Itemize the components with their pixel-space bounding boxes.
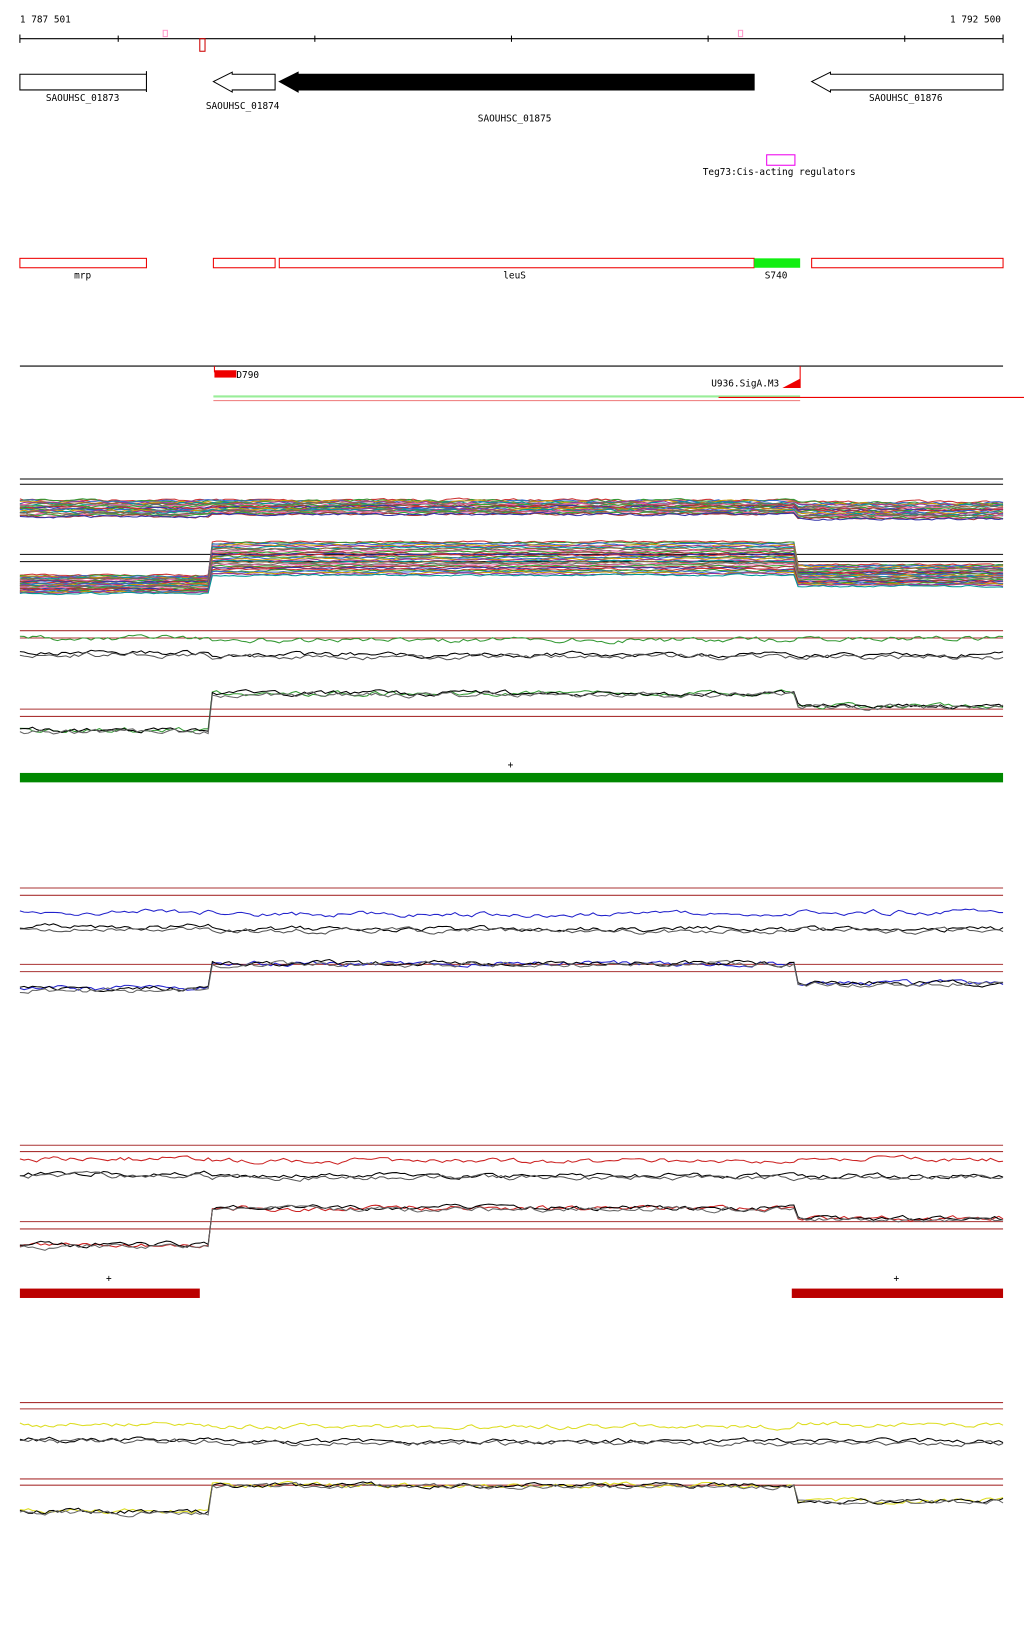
signal-tracks	[19, 497, 1004, 1518]
signal-curve	[19, 958, 1004, 993]
signal-curve	[19, 634, 1004, 645]
transcript-label: leuS	[503, 271, 526, 282]
signal-curve	[19, 649, 1004, 659]
strand-mark: +	[894, 1274, 900, 1285]
signal-curve	[19, 545, 1004, 580]
signal-curve	[19, 507, 1004, 517]
feature-label: D790	[236, 370, 259, 381]
strand-bar	[19, 772, 1004, 783]
axis-start: 1 787 501	[20, 14, 71, 25]
signal-curve	[19, 1170, 1004, 1180]
strand-mark: +	[106, 1274, 112, 1285]
signal-curve	[19, 959, 1004, 994]
gene-label: SAOUHSC_01875	[478, 114, 552, 125]
regulator-label: Teg73:Cis-acting regulators	[703, 167, 856, 178]
gene-label: SAOUHSC_01873	[46, 93, 120, 104]
signal-curve	[19, 509, 1004, 518]
signal-curve	[19, 497, 1004, 505]
signal-curve	[19, 908, 1004, 918]
gene-label: SAOUHSC_01876	[869, 93, 943, 104]
transcript-boxes	[19, 257, 1004, 269]
signal-curve	[19, 1481, 1004, 1518]
gene-arrows	[19, 71, 1004, 93]
signal-curve	[19, 923, 1004, 933]
transcript-label: mrp	[74, 271, 91, 282]
signal-curve	[19, 651, 1004, 661]
signal-curve	[19, 1438, 1004, 1448]
signal-curve	[19, 573, 1004, 596]
signal-curve	[19, 563, 1004, 590]
signal-curve	[19, 691, 1004, 735]
feature-box	[214, 370, 237, 378]
axis-end: 1 792 500	[950, 14, 1001, 25]
gene-label: SAOUHSC_01874	[206, 101, 280, 112]
signal-curve	[19, 1204, 1004, 1251]
marker	[737, 29, 744, 38]
signal-curve	[19, 1154, 1004, 1165]
strand-bar	[791, 1288, 1004, 1298]
strand-bar	[19, 1288, 200, 1298]
feature-label: U936.SigA.M3	[711, 378, 779, 389]
marker	[199, 38, 206, 52]
axis-ruler	[19, 34, 1004, 43]
signal-curve	[19, 572, 1004, 594]
signal-curve	[19, 1170, 1004, 1182]
signal-curve	[19, 544, 1004, 580]
signal-curve	[19, 689, 1004, 734]
signal-curve	[19, 556, 1004, 586]
signal-curve	[19, 553, 1004, 585]
signal-curve	[19, 1421, 1004, 1431]
transcript-label: S740	[765, 271, 788, 282]
track-guides	[19, 478, 1004, 563]
transcript-box	[754, 258, 801, 268]
feature-arrow	[782, 378, 801, 389]
marker	[162, 29, 168, 38]
signal-curve	[19, 505, 1004, 513]
signal-curve	[19, 926, 1004, 935]
signal-curve	[19, 1203, 1004, 1249]
regulator-box	[766, 154, 796, 166]
signal-curve	[19, 1480, 1004, 1515]
signal-curve	[19, 1481, 1004, 1515]
signal-curve	[19, 959, 1004, 991]
threshold-lines	[19, 630, 1004, 1486]
strand-mark: +	[508, 760, 514, 771]
signal-curve	[19, 689, 1004, 734]
signal-curve	[19, 511, 1004, 521]
signal-curve	[19, 568, 1004, 593]
